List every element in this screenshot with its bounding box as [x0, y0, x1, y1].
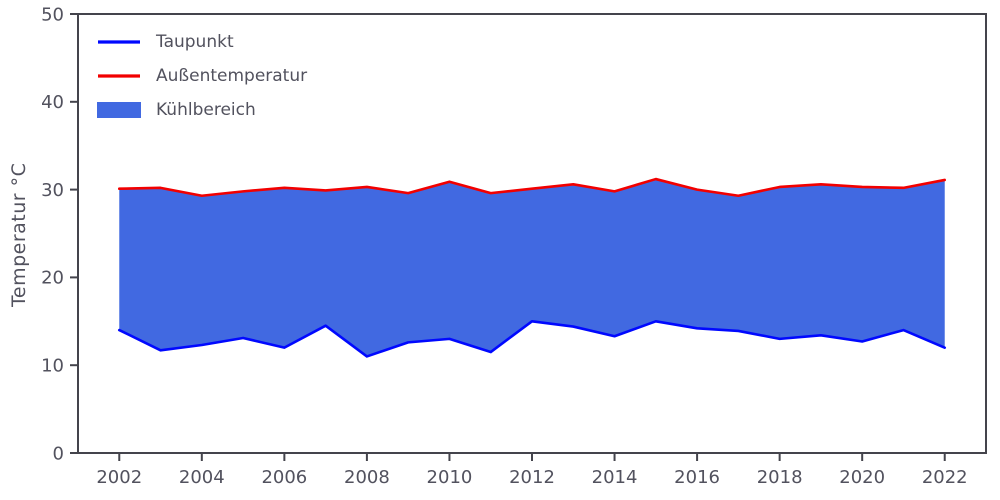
legend-item-kuehlbereich: Kühlbereich — [96, 100, 307, 120]
legend: Taupunkt Außentemperatur Kühlbereich — [96, 32, 307, 120]
x-tick-label: 2014 — [592, 467, 638, 488]
x-tick-label: 2004 — [179, 467, 225, 488]
legend-label-aussentemperatur: Außentemperatur — [156, 66, 308, 86]
line-taupunkt — [117, 319, 947, 358]
legend-label-taupunkt: Taupunkt — [156, 32, 234, 52]
x-tick-label: 2018 — [757, 467, 803, 488]
area-kuehlbereich — [119, 179, 945, 357]
x-tick-label: 2022 — [922, 467, 968, 488]
y-tick-label: 50 — [41, 4, 64, 25]
y-tick-label: 20 — [41, 268, 64, 289]
y-axis-label: Temperatur °C — [8, 162, 30, 308]
kuehlbereich-patch-swatch — [97, 102, 141, 118]
x-tick-label: 2020 — [839, 467, 885, 488]
y-tick-label: 10 — [41, 356, 64, 377]
y-tick-label: 30 — [41, 180, 64, 201]
y-tick-label: 40 — [41, 92, 64, 113]
x-tick-label: 2006 — [261, 467, 307, 488]
legend-item-taupunkt: Taupunkt — [96, 32, 307, 52]
aussentemperatur-line-swatch — [98, 74, 140, 78]
y-tick-label: 0 — [53, 443, 64, 464]
legend-item-aussentemperatur: Außentemperatur — [96, 66, 307, 86]
x-tick-label: 2016 — [674, 467, 720, 488]
legend-label-kuehlbereich: Kühlbereich — [156, 100, 256, 120]
taupunkt-line-swatch — [98, 40, 140, 44]
x-tick-label: 2008 — [344, 467, 390, 488]
x-tick-label: 2010 — [427, 467, 473, 488]
line-aussentemperatur — [117, 177, 947, 198]
x-tick-label: 2012 — [509, 467, 555, 488]
x-tick-label: 2002 — [96, 467, 142, 488]
